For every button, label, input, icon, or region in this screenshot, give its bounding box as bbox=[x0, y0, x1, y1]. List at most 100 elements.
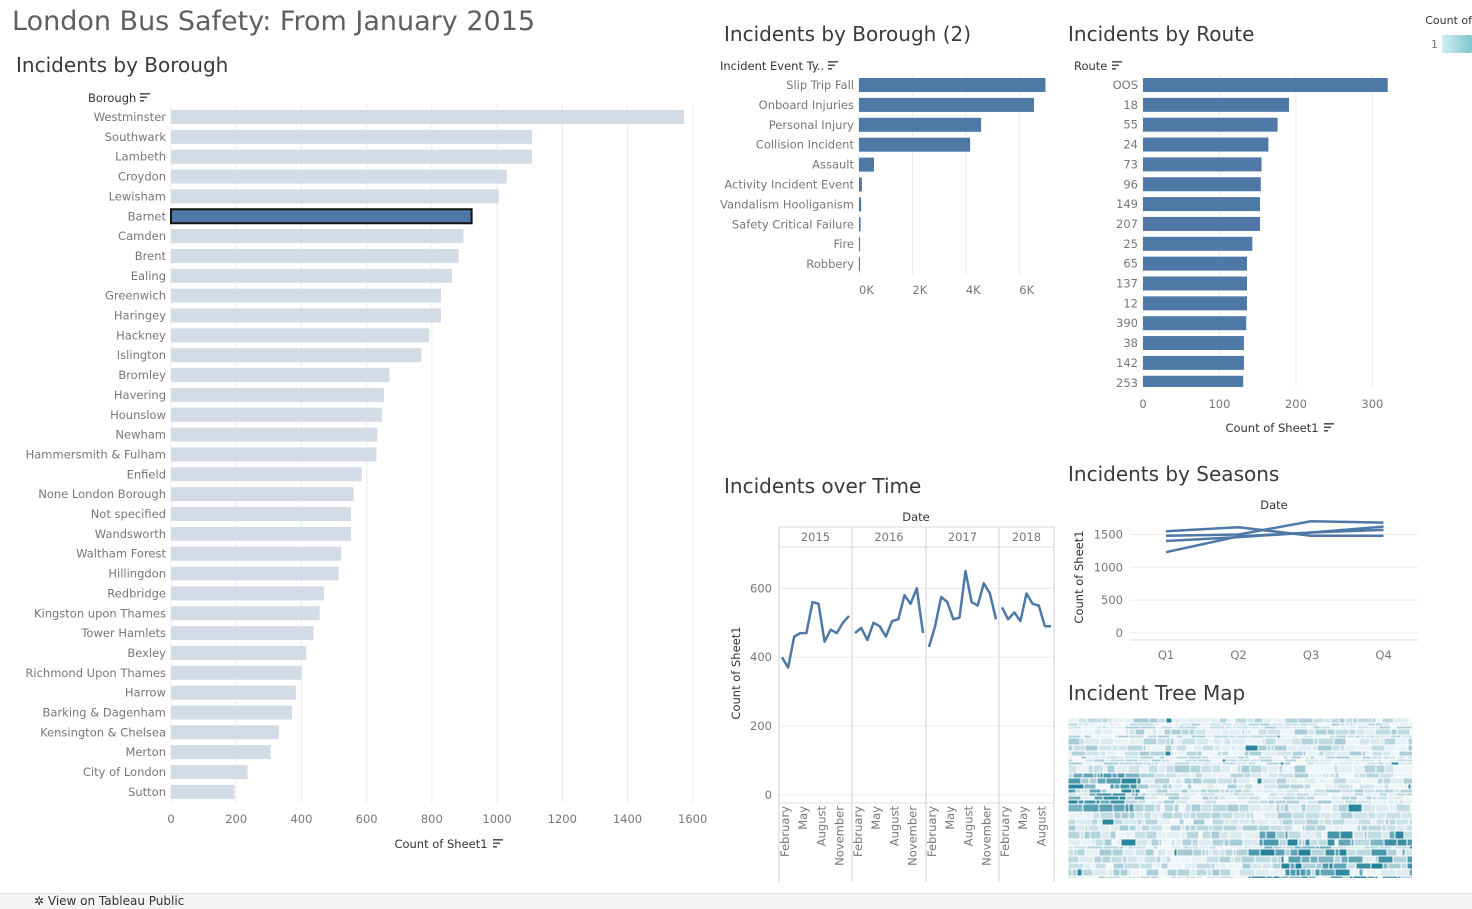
treemap-tile bbox=[1234, 856, 1241, 863]
bar[interactable] bbox=[171, 765, 248, 780]
bar[interactable] bbox=[1143, 296, 1247, 311]
bar[interactable] bbox=[859, 217, 861, 232]
bar[interactable] bbox=[171, 189, 499, 204]
treemap-tile bbox=[1396, 738, 1408, 745]
bar[interactable] bbox=[171, 507, 351, 521]
dimension-sort-icon[interactable] bbox=[828, 61, 838, 70]
treemap-tile bbox=[1212, 825, 1223, 831]
bar[interactable] bbox=[171, 169, 507, 184]
bar[interactable] bbox=[171, 784, 235, 799]
treemap-tile bbox=[1102, 726, 1106, 729]
bar[interactable] bbox=[171, 626, 314, 641]
bar[interactable] bbox=[171, 685, 296, 700]
bar[interactable] bbox=[1143, 236, 1253, 251]
bar[interactable] bbox=[171, 268, 453, 283]
bar[interactable] bbox=[171, 149, 532, 164]
bar[interactable] bbox=[859, 157, 874, 172]
series-line[interactable] bbox=[1165, 525, 1384, 543]
bar[interactable] bbox=[171, 705, 292, 720]
treemap-canvas[interactable] bbox=[1068, 718, 1412, 878]
bar[interactable] bbox=[171, 348, 422, 363]
bar[interactable] bbox=[171, 546, 342, 561]
treemap-tile bbox=[1142, 819, 1145, 825]
bar[interactable] bbox=[859, 137, 971, 152]
sort-icon-line bbox=[828, 68, 832, 70]
view-on-tableau-link[interactable]: ✲ View on Tableau Public bbox=[34, 894, 184, 909]
series-line[interactable] bbox=[854, 587, 925, 642]
bar[interactable] bbox=[859, 97, 1034, 112]
bar[interactable] bbox=[171, 645, 307, 660]
axis-sort-icon[interactable] bbox=[1324, 423, 1334, 432]
bar[interactable] bbox=[171, 606, 320, 621]
bar[interactable] bbox=[1143, 117, 1278, 132]
bar[interactable] bbox=[171, 665, 302, 680]
treemap-tile bbox=[1180, 856, 1191, 863]
treemap-tile bbox=[1375, 789, 1384, 793]
bar[interactable] bbox=[1143, 355, 1244, 370]
bar[interactable] bbox=[171, 308, 441, 323]
bar[interactable] bbox=[171, 328, 430, 343]
bar[interactable] bbox=[171, 566, 339, 581]
bar[interactable] bbox=[171, 526, 351, 541]
treemap[interactable] bbox=[1068, 718, 1412, 878]
bar[interactable] bbox=[171, 387, 384, 402]
series-line[interactable] bbox=[1165, 528, 1384, 554]
bar[interactable] bbox=[859, 78, 1046, 92]
treemap-tile bbox=[1375, 784, 1384, 789]
bar[interactable] bbox=[171, 407, 382, 422]
bar[interactable] bbox=[171, 229, 464, 244]
bar[interactable] bbox=[171, 110, 684, 124]
treemap-tile bbox=[1388, 863, 1401, 869]
treemap-tile bbox=[1138, 759, 1151, 762]
bar[interactable] bbox=[1143, 375, 1244, 390]
dimension-sort-icon[interactable] bbox=[140, 93, 150, 102]
treemap-tile bbox=[1402, 849, 1405, 856]
treemap-tile bbox=[1098, 762, 1103, 765]
treemap-tile bbox=[1245, 729, 1248, 735]
axis-sort-icon[interactable] bbox=[493, 839, 503, 848]
bar[interactable] bbox=[1143, 197, 1260, 212]
treemap-tile bbox=[1129, 735, 1144, 738]
bar[interactable] bbox=[859, 237, 861, 252]
bar[interactable] bbox=[1143, 177, 1261, 192]
legend-color-swatch[interactable] bbox=[1442, 35, 1472, 53]
series-line[interactable] bbox=[1165, 520, 1384, 538]
treemap-tile bbox=[1406, 793, 1412, 796]
bar[interactable] bbox=[1143, 216, 1260, 231]
bar[interactable] bbox=[171, 745, 271, 760]
treemap-tile bbox=[1242, 863, 1251, 869]
treemap-tile bbox=[1407, 839, 1412, 846]
dimension-sort-icon[interactable] bbox=[1112, 61, 1122, 70]
bar[interactable] bbox=[1143, 78, 1388, 92]
series-line[interactable] bbox=[927, 569, 998, 648]
bar[interactable] bbox=[171, 368, 390, 383]
bar[interactable] bbox=[859, 197, 862, 212]
bar[interactable] bbox=[859, 257, 860, 272]
bar[interactable] bbox=[1143, 157, 1262, 172]
bar[interactable] bbox=[171, 427, 378, 442]
bar[interactable] bbox=[1143, 336, 1244, 351]
bar[interactable] bbox=[171, 487, 354, 502]
bar[interactable] bbox=[171, 447, 377, 462]
bar[interactable] bbox=[170, 208, 473, 225]
bar[interactable] bbox=[171, 288, 441, 303]
series-line[interactable] bbox=[1000, 592, 1051, 628]
bar[interactable] bbox=[1143, 276, 1247, 291]
bar[interactable] bbox=[171, 248, 459, 263]
series-line[interactable] bbox=[780, 600, 850, 669]
bar[interactable] bbox=[1143, 256, 1247, 271]
bar[interactable] bbox=[171, 129, 532, 144]
bar[interactable] bbox=[1143, 316, 1247, 331]
bar[interactable] bbox=[859, 117, 982, 132]
bar[interactable] bbox=[171, 586, 324, 601]
bar[interactable] bbox=[171, 725, 279, 740]
dimension-label: Borough bbox=[88, 91, 136, 105]
bar[interactable] bbox=[1143, 97, 1290, 112]
bar[interactable] bbox=[171, 467, 362, 482]
treemap-tile bbox=[1088, 765, 1093, 773]
series-line[interactable] bbox=[1165, 525, 1384, 538]
bar[interactable] bbox=[1143, 137, 1269, 152]
treemap-tile bbox=[1243, 839, 1259, 846]
bar[interactable] bbox=[859, 177, 862, 192]
